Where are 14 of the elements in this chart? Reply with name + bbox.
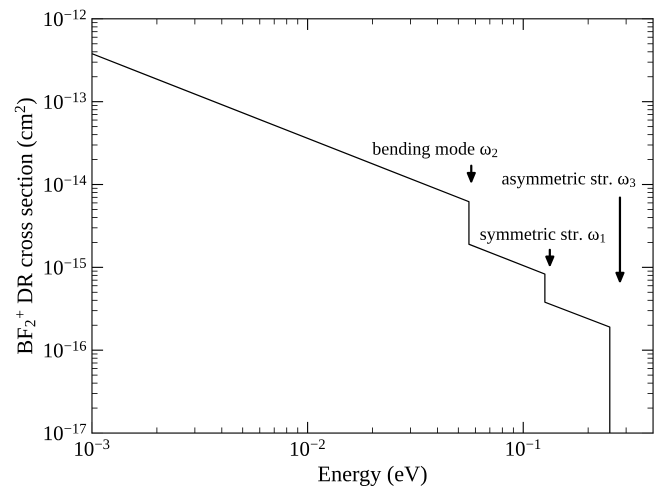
- y-tick-label: 10$^{−13}$: [44, 92, 86, 110]
- x-tick-label: 10$^{−1}$: [506, 439, 540, 456]
- y-tick-label: 10$^{−14}$: [44, 175, 86, 192]
- y-tick-label: 10$^{−16}$: [44, 340, 86, 358]
- x-tick-label: 10$^{−2}$: [290, 439, 325, 456]
- y-axis-title: BF$_{2}$$^{+}$ DR cross section (cm$^{2}$): [14, 98, 37, 354]
- y-tick-label: 10$^{−12}$: [44, 10, 86, 26]
- x-tick-label: 10$^{−3}$: [75, 439, 110, 456]
- annotation: asymmetric str. ω$_{3}$: [502, 172, 636, 188]
- annotation: bending mode ω$_{2}$: [372, 142, 498, 158]
- annotation: symmetric str. ω$_{1}$: [480, 228, 606, 244]
- x-axis-title: Energy (eV): [318, 466, 427, 486]
- y-tick-label: 10$^{−17}$: [44, 424, 86, 440]
- y-tick-label: 10$^{−15}$: [44, 258, 86, 275]
